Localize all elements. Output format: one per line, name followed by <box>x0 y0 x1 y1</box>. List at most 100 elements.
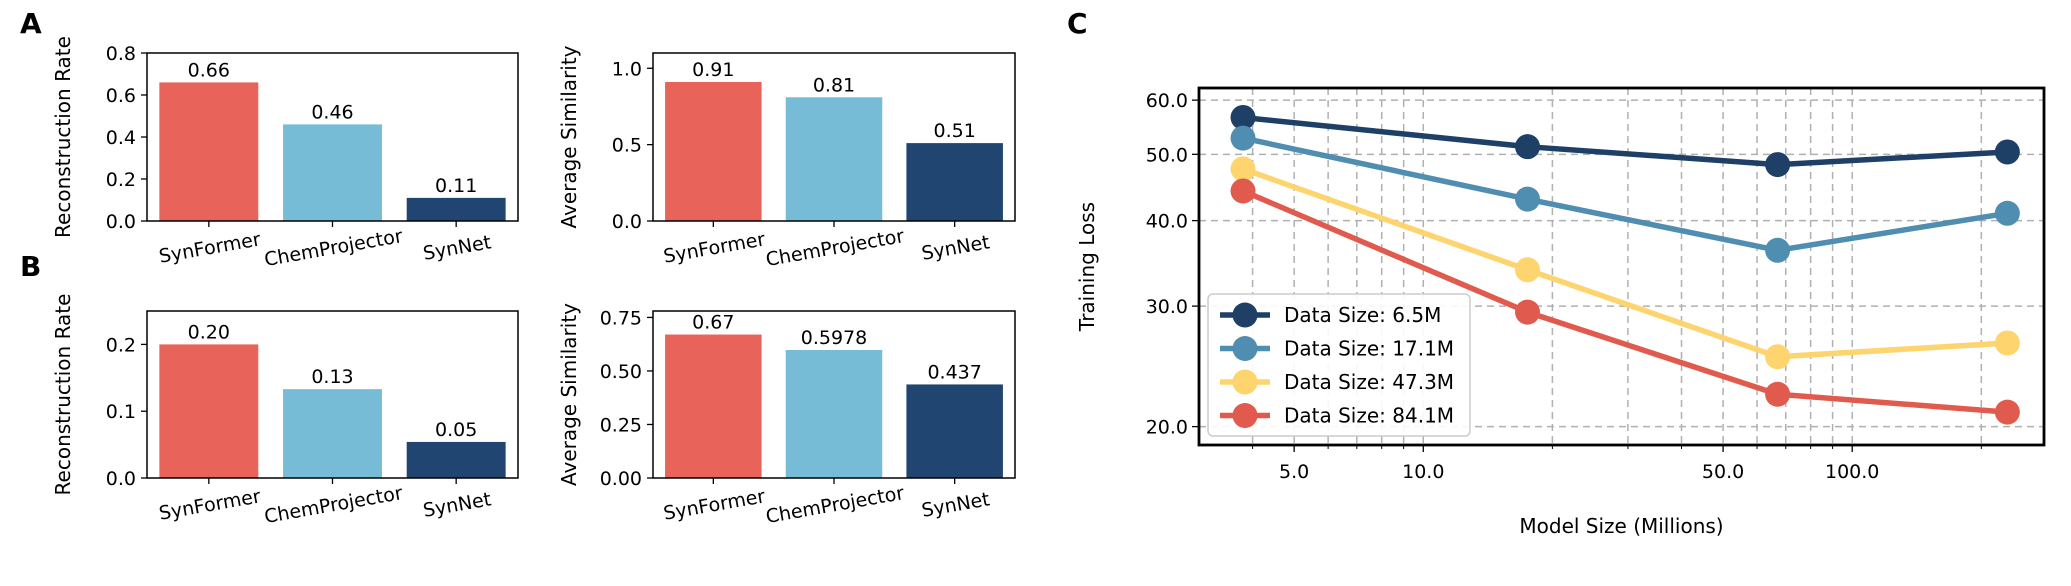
panel-label-a: A <box>20 7 42 40</box>
y-tick-label: 0.4 <box>106 127 136 149</box>
y-tick-label: 0.8 <box>106 43 136 65</box>
x-tick-label: ChemProjector <box>263 482 405 528</box>
x-axis-label: Model Size (Millions) <box>1519 514 1723 538</box>
axes-frame <box>146 310 519 479</box>
panel-label-c: C <box>1067 7 1088 40</box>
y-axis-label: Reconstruction Rate <box>51 294 75 496</box>
y-tick-label: 0.75 <box>600 307 642 329</box>
bar-chemprojector <box>785 350 883 478</box>
chart-a-average-similarity: 0.91 SynFormer 0.81 ChemProjector 0.51 SynNet… <box>557 45 1016 271</box>
legend-box <box>1207 293 1471 437</box>
series-2-point <box>1230 125 1256 151</box>
bar-value-label: 0.13 <box>311 366 353 388</box>
x-tick-label: 100.0 <box>1825 461 1879 483</box>
chart-b-reconstruction-rate: 0.20 SynFormer 0.13 ChemProjector 0.05 SynNet… <box>51 294 519 528</box>
chart-b-average-similarity: 0.67 SynFormer 0.5978 ChemProjector 0.437 Syn… <box>557 303 1016 528</box>
bar-synformer <box>159 82 259 222</box>
series-1-point <box>1230 104 1256 130</box>
bar-synnet <box>906 384 1003 478</box>
bar-value-label: 0.437 <box>927 361 981 383</box>
legend-label-4: Data Size: 84.1M <box>1284 404 1454 428</box>
legend-label-1: Data Size: 6.5M <box>1284 303 1441 327</box>
x-tick-label: SynFormer <box>662 485 767 525</box>
series-2-point <box>1765 237 1791 263</box>
y-tick-label: 0.00 <box>600 468 642 490</box>
bar-value-label: 0.11 <box>435 175 477 197</box>
series-3-point <box>1515 257 1541 283</box>
y-tick-label: 0.0 <box>612 211 642 233</box>
y-tick-label: 0.5 <box>612 135 642 157</box>
y-axis-label: Average Similarity <box>557 45 581 228</box>
x-tick-label: SynFormer <box>157 228 262 268</box>
bar-chemprojector <box>785 97 883 221</box>
bar-synformer <box>665 334 762 478</box>
legend-marker-2 <box>1232 336 1258 361</box>
panel-label-b: B <box>20 250 41 283</box>
bar-value-label: 0.51 <box>934 120 976 142</box>
y-axis-label: Reconstruction Rate <box>51 36 75 238</box>
legend-marker-3 <box>1232 369 1258 395</box>
series-2-point <box>1515 186 1541 212</box>
x-tick-label: ChemProjector <box>764 225 906 271</box>
axes-frame <box>652 52 1016 222</box>
series-2-point <box>1994 200 2020 226</box>
chart-a-reconstruction-rate: 0.66 SynFormer 0.46 ChemProjector 0.11 SynNet… <box>51 36 519 271</box>
chart-c-training-loss: 5.0 10.0 50.0 100.0 20.0 30.0 40.0 50.0 60.0 Data… <box>1075 86 2046 538</box>
y-tick-label: 40.0 <box>1146 211 1188 233</box>
y-tick-label: 0.50 <box>600 361 642 383</box>
bar-synformer <box>159 344 259 478</box>
y-tick-label: 0.6 <box>106 85 136 107</box>
axes-frame <box>1197 86 2046 447</box>
bar-value-label: 0.46 <box>311 101 353 123</box>
y-tick-label: 0.2 <box>106 169 136 191</box>
x-tick-label: 50.0 <box>1702 461 1744 483</box>
y-tick-label: 0.25 <box>600 414 642 436</box>
y-tick-label: 60.0 <box>1146 90 1188 112</box>
bar-value-label: 0.66 <box>188 59 230 81</box>
y-tick-label: 0.0 <box>106 211 136 233</box>
series-4-point <box>1994 399 2020 425</box>
x-tick-label: SynNet <box>920 488 991 522</box>
x-tick-label: SynNet <box>920 231 991 265</box>
bar-synnet <box>406 441 506 478</box>
bar-synnet <box>406 197 506 221</box>
bar-chemprojector <box>283 124 382 221</box>
bar-synformer <box>665 82 762 221</box>
x-tick-label: SynNet <box>421 488 492 522</box>
series-line-3 <box>1242 166 2008 360</box>
series-line-1 <box>1242 114 2008 168</box>
series-3-point <box>1994 330 2020 356</box>
x-tick-label: SynFormer <box>157 485 262 525</box>
bar-value-label: 0.05 <box>435 419 477 441</box>
y-tick-label: 0.0 <box>106 468 136 490</box>
legend: Data Size: 6.5M Data Size: 17.1M Data Size… <box>1207 293 1471 437</box>
y-tick-label: 30.0 <box>1146 296 1188 318</box>
legend-marker-1 <box>1232 302 1258 328</box>
bar-value-label: 0.81 <box>813 74 855 96</box>
series-1-point <box>1765 152 1791 178</box>
x-tick-label: 5.0 <box>1279 461 1309 483</box>
series-4-point <box>1515 299 1541 325</box>
legend-label-2: Data Size: 17.1M <box>1284 337 1454 361</box>
series-line-4 <box>1241 188 2008 415</box>
axes-frame <box>146 52 519 222</box>
x-tick-label: ChemProjector <box>764 482 906 528</box>
bar-chemprojector <box>283 389 382 478</box>
y-tick-label: 1.0 <box>612 58 642 80</box>
series-3-point <box>1765 344 1791 370</box>
y-axis-label: Average Similarity <box>557 303 581 486</box>
series-1-point <box>1515 134 1541 160</box>
bar-synnet <box>906 143 1003 221</box>
x-tick-label: SynFormer <box>662 228 767 268</box>
series-4-point <box>1765 381 1791 407</box>
bar-value-label: 0.20 <box>188 321 230 343</box>
series-line-2 <box>1242 135 2008 254</box>
bar-value-label: 0.67 <box>692 312 734 334</box>
x-tick-label: SynNet <box>421 231 492 265</box>
y-tick-label: 50.0 <box>1146 144 1188 166</box>
y-axis-label: Training Loss <box>1075 202 1099 332</box>
series-4-point <box>1230 178 1256 204</box>
x-tick-label: 10.0 <box>1402 461 1444 483</box>
series-1-point <box>1994 139 2020 165</box>
